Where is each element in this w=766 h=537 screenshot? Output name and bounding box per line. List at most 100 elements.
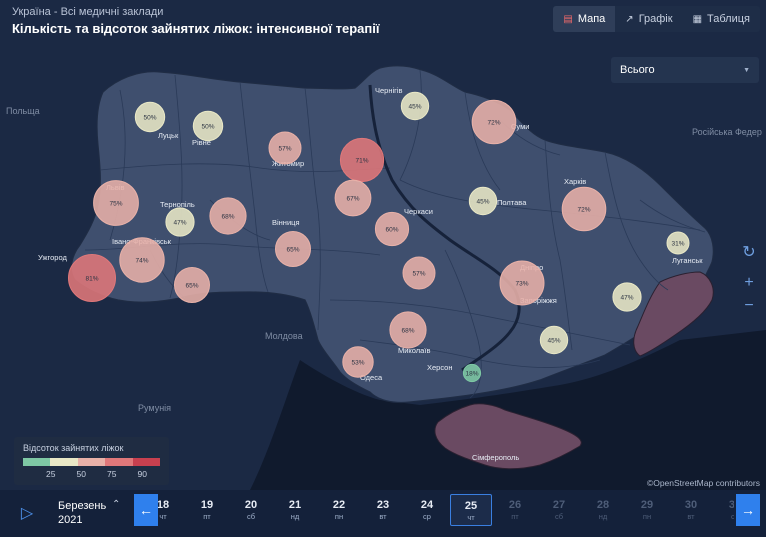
day-number: 29 bbox=[640, 499, 654, 511]
region-marker-label: 73% bbox=[515, 281, 528, 288]
day-item[interactable]: 30 вт bbox=[670, 494, 712, 526]
region-marker[interactable] bbox=[268, 131, 302, 165]
day-number: 28 bbox=[596, 499, 610, 511]
dnipro-river bbox=[368, 84, 521, 372]
day-item[interactable]: 20 сб bbox=[230, 494, 272, 526]
day-item[interactable]: 26 пт bbox=[494, 494, 536, 526]
day-weekday: вт bbox=[379, 512, 387, 521]
day-weekday: вт bbox=[687, 512, 695, 521]
region-marker-label: 50% bbox=[201, 124, 214, 131]
day-item[interactable]: 29 пн bbox=[626, 494, 668, 526]
tab-table[interactable]: ▦ Таблиця bbox=[692, 13, 750, 25]
day-number: 24 bbox=[420, 499, 434, 511]
legend-tick: 25 bbox=[46, 469, 56, 479]
zoom-out-button[interactable]: − bbox=[738, 295, 760, 317]
region-marker[interactable] bbox=[374, 211, 410, 247]
region-marker[interactable] bbox=[174, 267, 210, 303]
black-sea bbox=[250, 330, 766, 490]
region-marker[interactable] bbox=[334, 179, 372, 217]
day-weekday: пн bbox=[334, 512, 344, 521]
occupied-east-territory bbox=[633, 271, 714, 357]
region-marker-label: 67% bbox=[346, 196, 359, 203]
region-markers[interactable]: 50% 50% 57% 71% 45% 72% 75% 47% 68% 67% 60% 45% 72% 6… bbox=[68, 91, 690, 383]
neighbor-label: Російська Федер bbox=[692, 127, 762, 137]
region-marker-label: 47% bbox=[620, 295, 633, 302]
chevron-down-icon: ▼ bbox=[743, 66, 750, 74]
region-marker[interactable] bbox=[119, 237, 165, 283]
neighbor-label: Польща bbox=[6, 106, 40, 116]
region-marker-label: 57% bbox=[278, 146, 291, 153]
city-label: Ужгород bbox=[38, 253, 67, 262]
day-item[interactable]: 28 нд bbox=[582, 494, 624, 526]
day-item[interactable]: 19 пт bbox=[186, 494, 228, 526]
region-marker[interactable] bbox=[339, 137, 385, 183]
day-weekday: ср bbox=[731, 512, 734, 521]
breadcrumb: Україна - Всі медичні заклади bbox=[12, 6, 164, 18]
header: Україна - Всі медичні заклади Кількість … bbox=[12, 6, 380, 36]
region-marker[interactable] bbox=[389, 311, 427, 349]
region-marker[interactable] bbox=[612, 282, 642, 312]
region-marker[interactable] bbox=[561, 186, 607, 232]
day-item[interactable]: 23 вт bbox=[362, 494, 404, 526]
arrow-left-icon: ← bbox=[139, 502, 153, 518]
region-marker[interactable] bbox=[209, 197, 247, 235]
day-weekday: пт bbox=[203, 512, 211, 521]
month-selector[interactable]: Березень 2021 ⌃ bbox=[58, 499, 120, 527]
line-chart-icon: ↗ bbox=[625, 13, 634, 25]
day-weekday: чт bbox=[159, 512, 167, 521]
day-weekday: сб bbox=[246, 512, 256, 521]
next-day-button[interactable]: → bbox=[736, 494, 760, 526]
day-item[interactable]: 21 нд bbox=[274, 494, 316, 526]
region-marker[interactable] bbox=[165, 207, 195, 237]
region-marker-label: 57% bbox=[412, 271, 425, 278]
play-button[interactable]: ▷ bbox=[14, 500, 40, 526]
region-marker[interactable] bbox=[134, 101, 166, 133]
facility-filter-select[interactable]: Всього ▼ bbox=[611, 57, 759, 83]
day-number: 30 bbox=[684, 499, 698, 511]
region-marker[interactable] bbox=[68, 254, 116, 302]
region-marker[interactable] bbox=[666, 231, 690, 255]
color-legend: Відсоток зайнятих ліжок 25 50 75 90 bbox=[14, 437, 169, 485]
day-weekday: нд bbox=[598, 512, 608, 521]
legend-tick: 50 bbox=[76, 469, 86, 479]
region-marker[interactable] bbox=[402, 256, 436, 290]
prev-day-button[interactable]: ← bbox=[134, 494, 158, 526]
region-marker[interactable] bbox=[471, 99, 517, 145]
day-number: 31 bbox=[728, 499, 734, 511]
region-marker-label: 47% bbox=[173, 220, 186, 227]
play-icon: ▷ bbox=[20, 505, 34, 522]
city-label: Сімферополь bbox=[472, 453, 519, 462]
region-marker[interactable] bbox=[462, 363, 482, 383]
page-title: Кількість та відсоток зайнятих ліжок: ін… bbox=[12, 21, 380, 36]
map-attribution[interactable]: ©OpenStreetMap contributors bbox=[646, 478, 760, 488]
day-item[interactable]: 22 пн bbox=[318, 494, 360, 526]
day-weekday: чт bbox=[467, 513, 475, 522]
day-number: 22 bbox=[332, 499, 346, 511]
region-marker[interactable] bbox=[499, 260, 545, 306]
zoom-in-button[interactable]: + bbox=[738, 272, 760, 294]
legend-tick: 75 bbox=[107, 469, 117, 479]
region-marker[interactable] bbox=[539, 325, 569, 355]
day-item[interactable]: 27 сб bbox=[538, 494, 580, 526]
day-number: 18 bbox=[158, 499, 170, 511]
region-marker-label: 65% bbox=[286, 247, 299, 254]
region-marker[interactable] bbox=[275, 231, 311, 267]
tab-chart[interactable]: ↗ Графік bbox=[625, 13, 673, 25]
day-item[interactable]: 18 чт bbox=[158, 494, 184, 526]
region-marker[interactable] bbox=[192, 110, 224, 142]
day-number: 26 bbox=[508, 499, 522, 511]
crimea-territory bbox=[434, 403, 582, 470]
city-label: Рівне bbox=[192, 138, 211, 147]
day-item[interactable]: 25 чт bbox=[450, 494, 492, 526]
region-marker[interactable] bbox=[342, 346, 374, 378]
city-label: Чернігів bbox=[375, 86, 403, 95]
day-item[interactable]: 31ср bbox=[714, 494, 734, 526]
region-marker[interactable] bbox=[93, 180, 139, 226]
tab-map[interactable]: ▤ Мапа bbox=[553, 6, 616, 32]
region-marker[interactable] bbox=[400, 91, 430, 121]
day-number: 23 bbox=[376, 499, 390, 511]
day-item[interactable]: 24 ср bbox=[406, 494, 448, 526]
refresh-icon: ↻ bbox=[742, 244, 756, 261]
region-marker[interactable] bbox=[468, 186, 498, 216]
reset-view-button[interactable]: ↻ bbox=[738, 241, 760, 263]
